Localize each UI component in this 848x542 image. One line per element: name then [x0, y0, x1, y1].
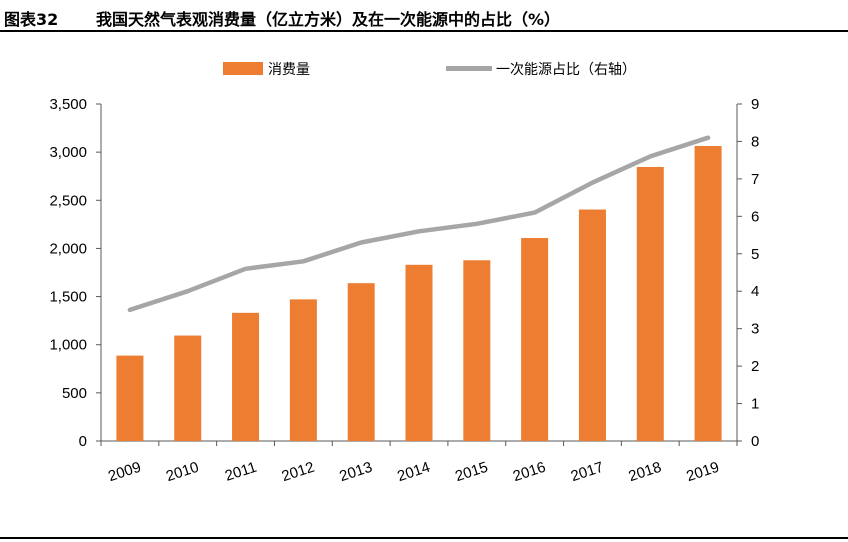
bottom-rule — [0, 537, 848, 539]
left-tick-label: 2,000 — [49, 240, 87, 257]
bar-2011 — [232, 312, 260, 441]
bar-2019 — [694, 145, 722, 441]
figure-label: 图表32 — [4, 10, 59, 29]
bar-2013 — [347, 283, 375, 441]
bar-2012 — [289, 299, 317, 441]
legend-label-bar: 消费量 — [268, 62, 310, 78]
right-tick-label: 0 — [751, 433, 759, 450]
share-line — [127, 135, 711, 313]
bar-series — [116, 145, 722, 441]
figure-title: 我国天然气表观消费量（亿立方米）及在一次能源中的占比（%） — [96, 10, 561, 29]
x-tick-label: 2010 — [164, 459, 201, 485]
top-rule — [0, 30, 848, 32]
x-tick-label: 2009 — [106, 459, 143, 485]
x-tick-label: 2012 — [280, 459, 317, 485]
right-tick-label: 4 — [751, 283, 759, 300]
bar-2017 — [578, 209, 606, 441]
left-tick-label: 0 — [79, 433, 87, 450]
left-tick-label: 2,500 — [49, 192, 87, 209]
x-tick-label: 2014 — [395, 459, 432, 485]
left-tick-label: 500 — [62, 385, 87, 402]
right-tick-label: 8 — [751, 133, 759, 150]
x-tick-label: 2018 — [627, 459, 664, 485]
axes — [96, 103, 742, 446]
legend-label-line: 一次能源占比（右轴） — [496, 62, 636, 78]
right-tick-label: 6 — [751, 208, 759, 225]
x-tick-label: 2017 — [569, 459, 606, 485]
bar-2009 — [116, 355, 144, 441]
figure-header: 图表32 我国天然气表观消费量（亿立方米）及在一次能源中的占比（%） — [0, 0, 848, 30]
bar-2016 — [521, 238, 549, 441]
left-tick-label: 3,000 — [49, 144, 87, 161]
right-tick-label: 9 — [751, 96, 759, 113]
right-tick-label: 1 — [751, 396, 759, 413]
bar-2018 — [636, 166, 664, 441]
left-tick-label: 1,000 — [49, 337, 87, 354]
x-tick-label: 2016 — [511, 459, 548, 485]
x-tick-label: 2013 — [337, 459, 374, 485]
left-tick-label: 1,500 — [49, 289, 87, 306]
right-tick-label: 7 — [751, 171, 759, 188]
bar-2014 — [405, 264, 433, 441]
right-tick-label: 3 — [751, 321, 759, 338]
line-series — [127, 135, 711, 313]
x-tick-label: 2011 — [223, 459, 259, 485]
bar-2015 — [463, 260, 491, 441]
legend: 消费量 一次能源占比（右轴） — [223, 62, 636, 78]
x-tick-label: 2015 — [453, 459, 490, 485]
right-tick-label: 5 — [751, 246, 759, 263]
legend-swatch-bar — [223, 62, 263, 75]
right-tick-label: 2 — [751, 358, 759, 375]
bar-2010 — [174, 335, 202, 441]
left-tick-label: 3,500 — [49, 96, 87, 113]
x-tick-label: 2019 — [684, 459, 721, 485]
